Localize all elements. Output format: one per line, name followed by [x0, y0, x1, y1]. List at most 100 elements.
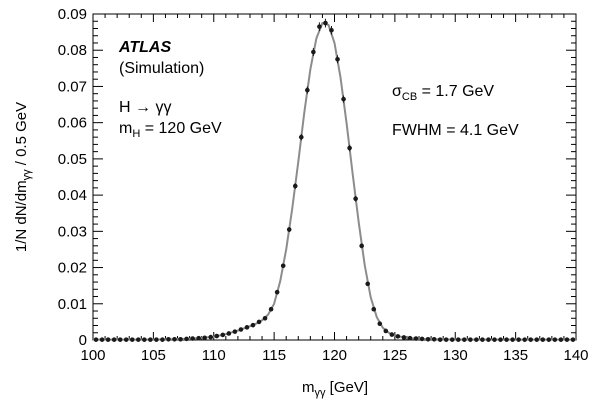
y-tick-label: 0: [79, 332, 87, 349]
point-marker: [208, 334, 214, 340]
point-marker: [172, 336, 177, 342]
point-marker: [455, 337, 461, 342]
data-point: [286, 226, 292, 233]
data-point: [443, 337, 449, 342]
process-label: H → γγ: [119, 99, 171, 116]
point-marker: [298, 134, 304, 140]
data-point: [474, 337, 479, 342]
point-marker: [196, 335, 201, 341]
point-marker: [492, 337, 497, 342]
point-marker: [480, 337, 485, 342]
point-marker: [105, 337, 111, 342]
data-point: [323, 18, 328, 28]
point-marker: [353, 196, 358, 202]
data-point: [99, 337, 105, 342]
point-marker: [443, 337, 449, 342]
point-marker: [558, 337, 564, 342]
data-point: [347, 144, 352, 152]
data-point: [395, 334, 401, 339]
y-tick-label: 0.09: [58, 6, 87, 23]
data-points: [93, 18, 576, 342]
point-marker: [437, 337, 443, 342]
data-point: [292, 183, 298, 189]
point-marker: [292, 183, 298, 189]
point-marker: [486, 337, 491, 342]
data-point: [516, 337, 521, 342]
point-marker: [383, 328, 389, 334]
experiment-label: ATLAS: [118, 39, 171, 56]
data-point: [522, 337, 527, 342]
data-point: [534, 337, 540, 342]
point-marker: [226, 331, 232, 336]
data-point: [311, 48, 316, 57]
status-label: (Simulation): [119, 60, 204, 77]
point-marker: [468, 337, 473, 342]
x-axis-title: mγγ [GeV]: [302, 379, 368, 399]
point-marker: [431, 336, 437, 342]
data-point: [129, 337, 135, 342]
data-point: [455, 337, 461, 342]
data-point: [268, 306, 274, 312]
data-point: [329, 25, 334, 35]
point-marker: [359, 243, 364, 249]
point-marker: [528, 337, 534, 342]
data-point: [256, 319, 262, 325]
point-marker: [154, 337, 159, 342]
data-point: [305, 86, 310, 94]
point-marker: [214, 333, 220, 339]
x-tick-label: 135: [503, 347, 528, 364]
data-point: [298, 133, 304, 141]
point-marker: [129, 337, 135, 342]
data-point: [468, 337, 473, 342]
point-marker: [546, 337, 552, 342]
point-marker: [395, 334, 401, 339]
data-point: [148, 337, 153, 342]
data-point: [558, 337, 564, 342]
data-point: [425, 336, 431, 342]
data-point: [196, 335, 201, 341]
data-point: [226, 331, 232, 336]
point-marker: [178, 336, 183, 342]
y-tick-label: 0.01: [58, 296, 87, 313]
data-point: [105, 337, 111, 342]
data-point: [208, 334, 214, 340]
data-point: [202, 335, 207, 341]
point-marker: [516, 337, 521, 342]
y-tick-label: 0.03: [58, 223, 87, 240]
point-marker: [280, 263, 286, 269]
point-marker: [250, 322, 256, 328]
point-marker: [335, 56, 340, 62]
point-marker: [323, 20, 328, 26]
point-marker: [117, 337, 123, 342]
data-point: [528, 337, 534, 342]
point-marker: [419, 336, 425, 342]
y-tick-label: 0.07: [58, 78, 87, 95]
data-point: [359, 243, 364, 249]
data-point: [274, 289, 280, 295]
point-marker: [244, 325, 250, 330]
point-marker: [407, 335, 413, 341]
data-point: [510, 337, 515, 342]
data-point: [135, 337, 141, 342]
point-marker: [341, 96, 346, 102]
point-marker: [99, 337, 105, 342]
x-tick-label: 100: [80, 347, 105, 364]
point-marker: [256, 319, 262, 325]
data-point: [160, 337, 165, 342]
data-point: [154, 337, 159, 342]
data-point: [244, 325, 250, 330]
point-marker: [262, 315, 268, 321]
data-point: [389, 332, 395, 337]
point-marker: [510, 337, 515, 342]
point-marker: [371, 306, 377, 312]
fwhm-label: FWHM = 4.1 GeV: [392, 122, 519, 139]
point-marker: [449, 337, 455, 342]
data-point: [172, 336, 177, 342]
data-point: [111, 337, 117, 342]
point-marker: [347, 145, 352, 151]
point-marker: [540, 337, 546, 342]
point-marker: [286, 227, 292, 232]
point-marker: [238, 327, 244, 332]
data-point: [262, 315, 268, 321]
data-point: [353, 195, 358, 202]
